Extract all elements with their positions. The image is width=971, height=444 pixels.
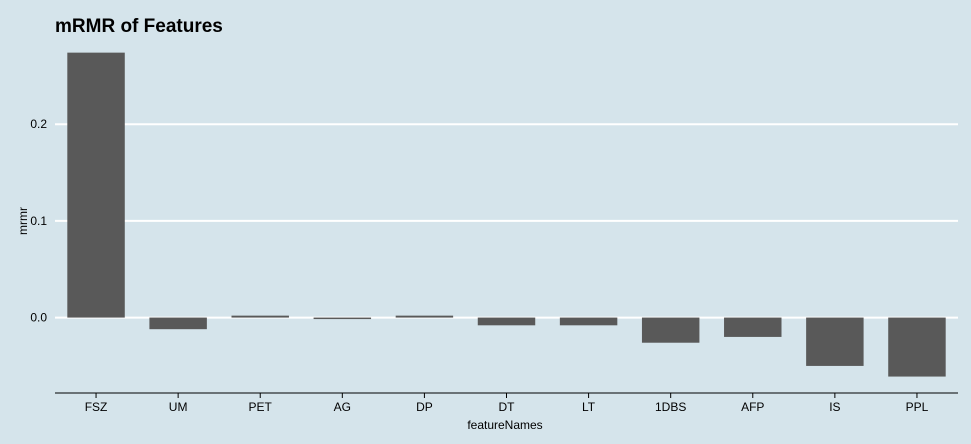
x-tick-label: DT xyxy=(499,400,516,414)
x-tick-label: 1DBS xyxy=(655,400,686,414)
x-tick-label: AFP xyxy=(741,400,764,414)
x-axis xyxy=(55,392,958,398)
bar-lt xyxy=(559,317,618,326)
x-tick-label: PPL xyxy=(906,400,929,414)
x-tick-label: IS xyxy=(829,400,840,414)
y-tick-label: 0.1 xyxy=(30,214,47,228)
bar-pet xyxy=(231,315,289,318)
y-tick-label: 0.2 xyxy=(30,117,47,131)
y-tick-label: 0.0 xyxy=(30,311,47,325)
bars xyxy=(67,52,946,377)
x-tick-label: PET xyxy=(249,400,273,414)
x-tick-label: UM xyxy=(169,400,188,414)
tick-labels: FSZ UM PET AG DP DT LT 1DBS AFP IS PPL 0.0 0.1 0.2 xyxy=(30,117,928,414)
bar-ag xyxy=(313,317,372,320)
y-axis-label: mrmr xyxy=(16,207,30,235)
bar-fsz xyxy=(67,52,125,318)
bar-1dbs xyxy=(641,317,700,343)
bar-is xyxy=(806,317,864,366)
chart-title: mRMR of Features xyxy=(55,16,223,37)
bar-um xyxy=(149,317,207,330)
x-tick-label: FSZ xyxy=(85,400,108,414)
bar-dt xyxy=(477,317,536,326)
x-tick-label: LT xyxy=(582,400,596,414)
x-tick-label: AG xyxy=(334,400,351,414)
bar-ppl xyxy=(888,317,946,377)
bar-dp xyxy=(395,315,454,318)
x-tick-label: DP xyxy=(416,400,433,414)
bar-afp xyxy=(724,317,782,337)
x-axis-label: featureNames xyxy=(467,418,542,432)
